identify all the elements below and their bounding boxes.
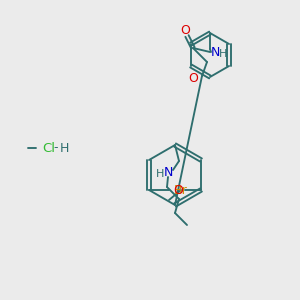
Text: O: O bbox=[188, 71, 198, 85]
Text: -: - bbox=[54, 142, 58, 154]
Text: N: N bbox=[163, 167, 173, 179]
Text: Cl: Cl bbox=[42, 142, 55, 154]
Text: Br: Br bbox=[174, 184, 188, 196]
Text: H: H bbox=[156, 169, 164, 179]
Text: O: O bbox=[180, 23, 190, 37]
Text: N: N bbox=[210, 46, 220, 59]
Text: H: H bbox=[219, 49, 227, 59]
Text: O: O bbox=[173, 184, 183, 196]
Text: H: H bbox=[59, 142, 69, 154]
